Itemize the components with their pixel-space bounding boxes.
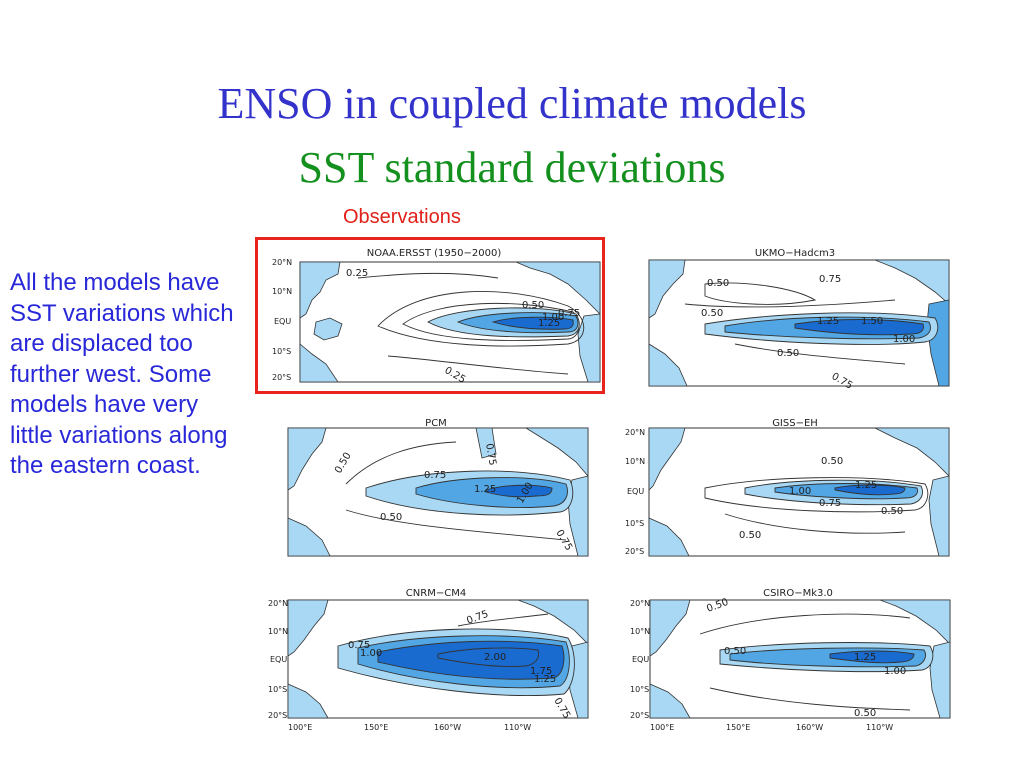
svg-text:EQU: EQU	[274, 317, 291, 326]
svg-text:1.00: 1.00	[893, 334, 915, 345]
svg-text:20°N: 20°N	[630, 599, 650, 608]
svg-text:1.75: 1.75	[530, 666, 552, 677]
svg-text:2.00: 2.00	[484, 652, 506, 663]
svg-text:0.50: 0.50	[707, 278, 729, 289]
svg-text:1.25: 1.25	[534, 674, 556, 685]
svg-text:0.50: 0.50	[522, 300, 544, 311]
svg-text:110°W: 110°W	[866, 723, 893, 732]
side-text: All the models have SST variations which…	[10, 269, 234, 479]
svg-text:GISS−EH: GISS−EH	[772, 418, 818, 429]
svg-text:0.75: 0.75	[483, 443, 498, 467]
svg-text:UKMO−Hadcm3: UKMO−Hadcm3	[755, 248, 835, 259]
svg-text:10°S: 10°S	[272, 347, 291, 356]
svg-text:0.50: 0.50	[854, 708, 876, 719]
svg-text:10°S: 10°S	[630, 685, 649, 694]
svg-text:1.25: 1.25	[817, 316, 839, 327]
svg-text:20°S: 20°S	[272, 373, 291, 382]
svg-text:150°E: 150°E	[726, 723, 750, 732]
svg-text:0.75: 0.75	[819, 498, 841, 509]
svg-text:10°N: 10°N	[268, 627, 288, 636]
map-panel-cnrm-cm4: CNRM−CM4 0.75 0.75 1.00 2.00 1.75 1.25 0…	[268, 588, 589, 732]
svg-text:0.50: 0.50	[380, 512, 402, 523]
svg-text:10°S: 10°S	[625, 519, 644, 528]
svg-text:0.50: 0.50	[739, 530, 761, 541]
svg-text:1.00: 1.00	[360, 648, 382, 659]
map-panel-ukmo-hadcm3: UKMO−Hadcm3 0.75 0.50 0.50 1.25 1.50 1.0…	[648, 248, 950, 388]
svg-text:1.00: 1.00	[542, 312, 564, 323]
svg-text:0.50: 0.50	[777, 348, 799, 359]
observations-label: Observations	[343, 206, 461, 228]
svg-text:1.00: 1.00	[789, 486, 811, 497]
svg-text:20°S: 20°S	[630, 711, 649, 720]
title-line-1: ENSO in coupled climate models	[217, 79, 807, 128]
observations-highlight-box	[255, 237, 605, 394]
svg-text:0.50: 0.50	[881, 506, 903, 517]
svg-text:100°E: 100°E	[288, 723, 312, 732]
svg-text:1.25: 1.25	[538, 318, 560, 329]
svg-text:1.25: 1.25	[474, 484, 496, 495]
svg-text:20°N: 20°N	[625, 428, 645, 437]
svg-text:110°W: 110°W	[504, 723, 531, 732]
svg-text:20°N: 20°N	[268, 599, 288, 608]
title-line-2: SST standard deviations	[298, 143, 726, 192]
svg-text:0.75: 0.75	[348, 640, 370, 651]
svg-text:150°E: 150°E	[364, 723, 388, 732]
map-panel-pcm: PCM 0.50 0.75 0.75 1.25 1.00 0.50 0.75	[287, 418, 589, 557]
svg-text:CSIRO−Mk3.0: CSIRO−Mk3.0	[763, 588, 833, 599]
svg-text:EQU: EQU	[627, 487, 644, 496]
svg-text:10°N: 10°N	[630, 627, 650, 636]
svg-text:1.25: 1.25	[855, 480, 877, 491]
svg-text:20°N: 20°N	[272, 258, 292, 267]
map-panel-observations: NOAA.ERSST (1950−2000) 0.25 0.50 0.75 1.…	[272, 248, 601, 384]
svg-text:0.50: 0.50	[701, 308, 723, 319]
svg-text:0.75: 0.75	[819, 274, 841, 285]
map-panel-csiro-mk3: CSIRO−Mk3.0 0.50 0.50 1.25 1.00 0.50 20°…	[630, 588, 951, 732]
svg-text:10°S: 10°S	[268, 685, 287, 694]
svg-text:0.75: 0.75	[558, 308, 580, 319]
svg-text:1.00: 1.00	[884, 666, 906, 677]
svg-text:160°W: 160°W	[434, 723, 461, 732]
svg-text:PCM: PCM	[425, 418, 447, 429]
svg-text:0.50: 0.50	[724, 646, 746, 657]
map-panel-giss-eh: GISS−EH 0.50 1.00 1.25 0.75 0.50 0.50 20…	[625, 418, 950, 557]
svg-text:10°N: 10°N	[272, 287, 292, 296]
svg-text:0.75: 0.75	[424, 470, 446, 481]
svg-text:1.50: 1.50	[861, 316, 883, 327]
svg-text:100°E: 100°E	[650, 723, 674, 732]
svg-text:160°W: 160°W	[796, 723, 823, 732]
svg-text:0.50: 0.50	[821, 456, 843, 467]
svg-text:0.25: 0.25	[346, 268, 368, 279]
svg-text:CNRM−CM4: CNRM−CM4	[406, 588, 466, 599]
svg-text:10°N: 10°N	[625, 457, 645, 466]
svg-text:EQU: EQU	[632, 655, 649, 664]
svg-text:20°S: 20°S	[268, 711, 287, 720]
svg-text:1.25: 1.25	[854, 652, 876, 663]
svg-text:EQU: EQU	[270, 655, 287, 664]
svg-text:20°S: 20°S	[625, 547, 644, 556]
panel-title: NOAA.ERSST (1950−2000)	[367, 248, 502, 259]
